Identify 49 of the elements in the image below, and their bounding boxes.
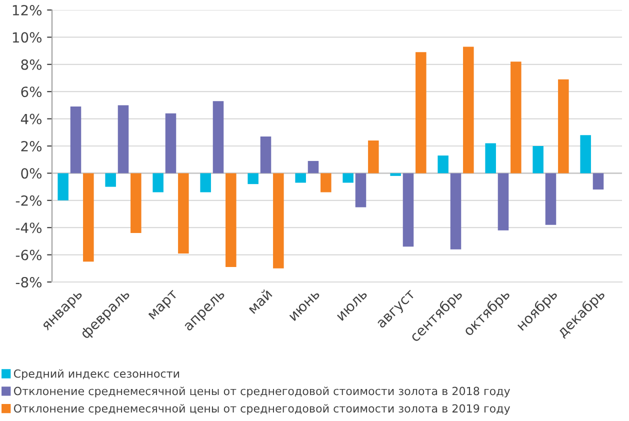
bar (342, 173, 354, 183)
y-tick-label: -2% (16, 195, 42, 206)
bar (130, 173, 142, 234)
bar (70, 106, 82, 174)
bar (545, 173, 556, 225)
bar (105, 173, 116, 187)
bar (260, 136, 272, 174)
bar (226, 173, 236, 268)
y-tick-label: 8% (21, 59, 42, 70)
bar (83, 173, 94, 262)
bar (438, 156, 448, 174)
bar (200, 173, 211, 192)
bar (463, 46, 474, 174)
y-tick-label: -4% (16, 222, 42, 234)
bar (510, 62, 522, 174)
y-tick-label: -6% (16, 250, 42, 260)
bar (402, 173, 414, 247)
bar (355, 173, 366, 208)
bar (58, 173, 68, 200)
bar (498, 173, 509, 230)
y-tick-label: 10% (12, 32, 42, 43)
bar (178, 173, 189, 254)
bar (532, 146, 544, 174)
bar (558, 79, 569, 174)
bar (580, 135, 591, 174)
y-tick-label: 4% (20, 114, 42, 124)
y-tick-label: -8% (16, 276, 42, 288)
bar (212, 101, 224, 174)
legend-label: Отклонение среднемесячной цены от среднегодовой стоимости золота в 2018 году (14, 386, 510, 398)
y-tick-label: 0% (21, 168, 42, 179)
y-tick-label: 2% (21, 140, 42, 152)
bar (416, 52, 426, 174)
bar (320, 173, 332, 192)
bar (165, 113, 176, 174)
y-tick-label: 6% (21, 86, 42, 98)
bar (390, 173, 401, 176)
bar (295, 173, 306, 183)
bar (152, 173, 164, 192)
legend-label: Отклонение среднемесячной цены от среднегодовой стоимости золота в 2019 году (14, 404, 510, 415)
y-tick-label: 12% (12, 4, 42, 16)
legend-label: Средний индекс сезонности (14, 369, 180, 380)
bar (368, 140, 379, 174)
bar (450, 173, 462, 250)
bar (273, 173, 284, 268)
bar (248, 173, 258, 184)
bar (592, 173, 604, 190)
bar (485, 143, 496, 174)
bar (118, 105, 129, 174)
bar (308, 160, 319, 174)
